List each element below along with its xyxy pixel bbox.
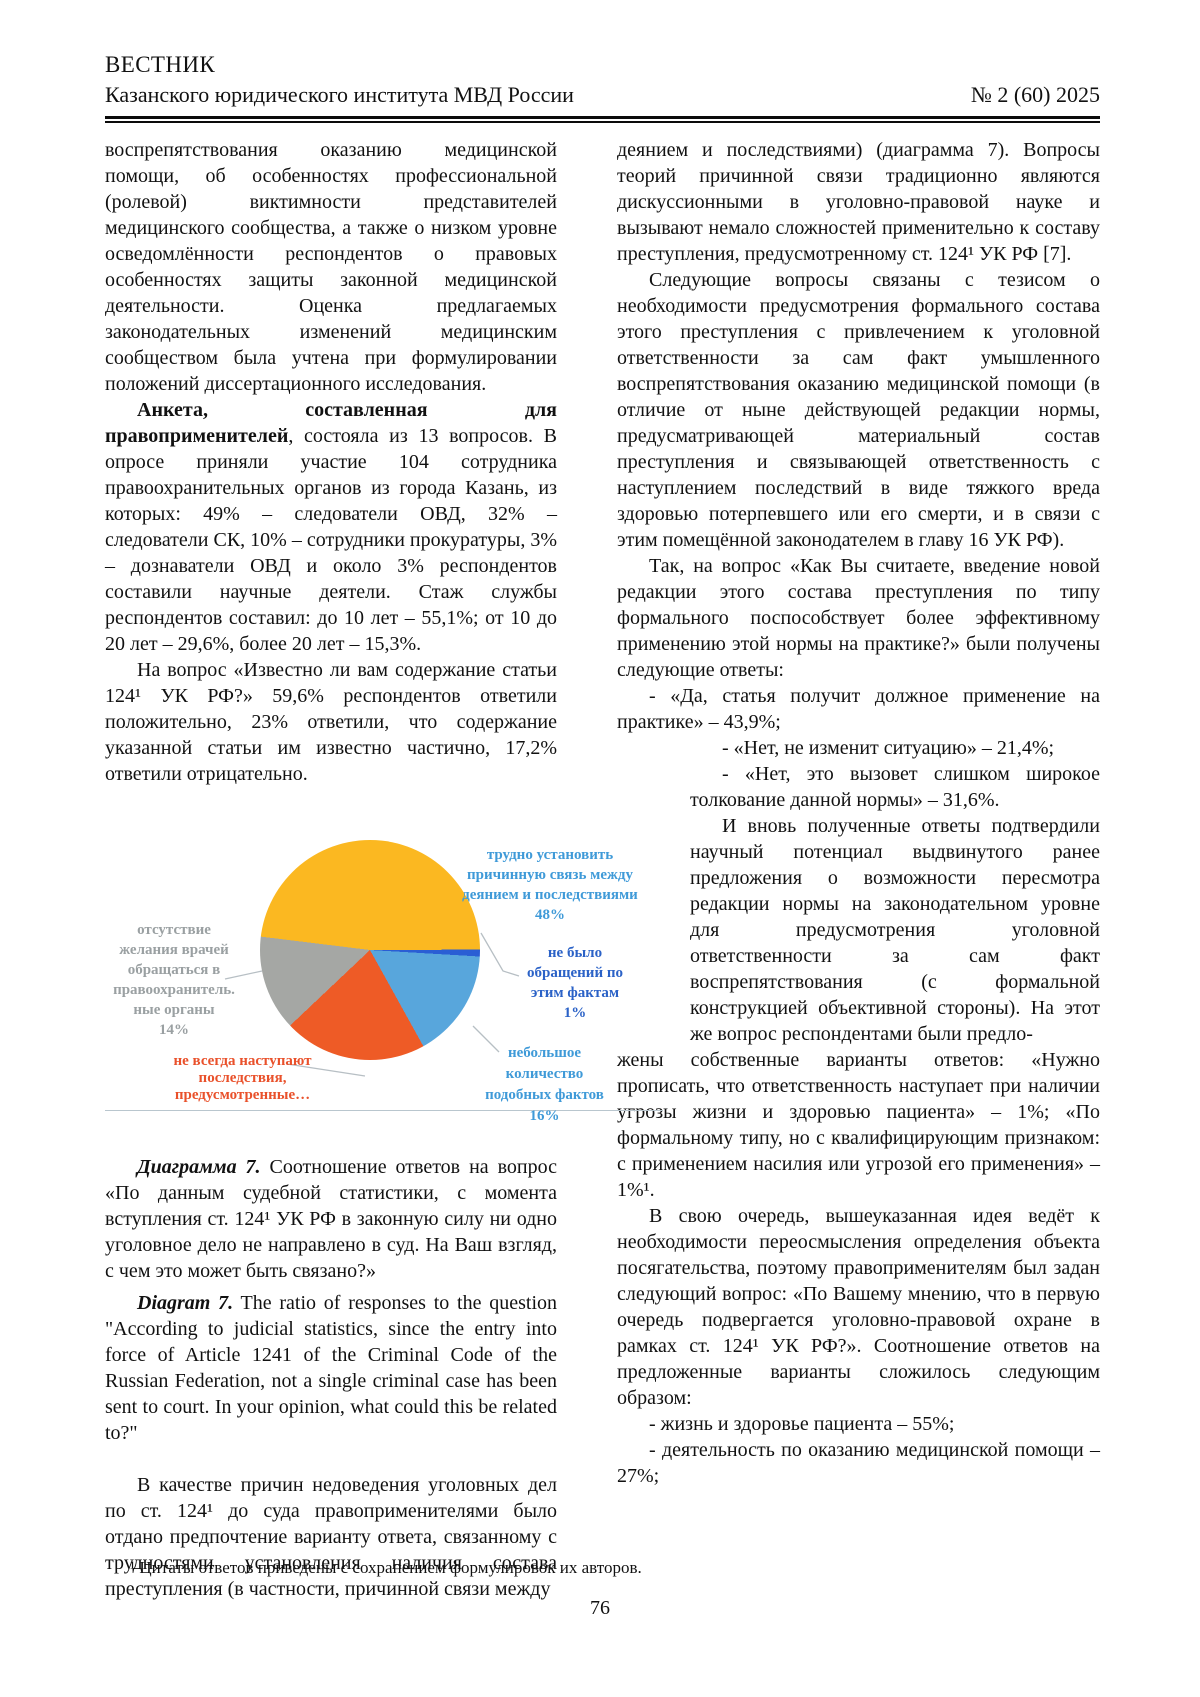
pie-label-few-facts: небольшое количество подобных фактов 16% [485,1045,604,1124]
journal-subtitle: Казанского юридического института МВД Ро… [105,82,574,107]
figure-caption-ru: Диаграмма 7. Соотношение ответов на вопр… [105,1154,557,1284]
paragraph: деянием и последствиями) (диаграмма 7). … [617,139,1100,265]
pie-figure: трудно установить причинную связь между … [105,793,665,1138]
caption-text-en: The ratio of responses to the question "… [105,1292,557,1444]
caption-label-en: Diagram 7. [137,1292,234,1314]
leader-lines [224,932,520,1077]
left-column: воспрепятствования оказанию медицинской … [105,137,663,1602]
paragraph: воспрепятствования оказанию медицинской … [105,139,557,395]
list-item: - «Нет, не изменит ситуацию» – 21,4%; [722,737,1055,759]
journal-title: ВЕСТНИК [105,52,216,77]
pie-label-hard-to-establish: трудно установить причинную связь между … [462,847,638,923]
pie-label-no-reports: не было обращений по этим фактам 1% [527,945,623,1021]
paragraph: Так, на вопрос «Как Вы считаете, введени… [617,555,1100,681]
list-item: - «Да, статья получит должное применение… [617,685,1100,733]
list-item: - деятельность по оказанию медицинской п… [617,1439,1100,1487]
caption-text-ru: Соотношение ответов на вопрос «По данным… [105,1156,557,1282]
footnote: ¹ Цитаты ответов приведены с сохранением… [130,1558,642,1577]
figure-bottom-rule [105,1110,663,1111]
figure-caption-en: Diagram 7. The ratio of responses to the… [105,1290,557,1446]
pie-label-doctors-unwilling: отсутствие желания врачей обращаться в п… [113,922,235,1038]
two-column-body: воспрепятствования оказанию медицинской … [105,137,1100,1602]
paragraph: В качестве причин недоведения уголовных … [105,1474,557,1600]
page-number: 76 [590,1597,610,1619]
paragraph: На вопрос «Известно ли вам содержание ст… [105,659,557,785]
paragraph: жены собственные варианты ответов: «Нужн… [617,1049,1100,1201]
paragraph-rest: , состояла из 13 вопросов. В опросе прин… [105,425,557,655]
caption-label-ru: Диаграмма 7. [137,1156,261,1178]
paragraph: И вновь полученные ответы подтвердили на… [690,815,1100,1045]
bold-lead: Анкета, составленная для правоприменител… [105,399,557,447]
figure-wrap-segment: - «Нет, не изменит ситуацию» – 21,4%; - … [690,735,1100,1047]
issue-number: № 2 (60) 2025 [970,82,1100,107]
right-column: деянием и последствиями) (диаграмма 7). … [617,137,1100,1602]
page-header: ВЕСТНИК Казанского юридического институт… [105,50,1100,110]
pie-label-no-consequences: не всегда наступают последствия, предусм… [173,1053,312,1103]
list-item: - «Нет, это вызовет слишком широкое толк… [690,763,1100,811]
pie-chart [260,840,480,1060]
list-item: - жизнь и здоровье пациента – 55%; [649,1413,955,1435]
header-rule [105,116,1100,123]
paragraph: Следующие вопросы связаны с тезисом о не… [617,269,1100,551]
paragraph: Анкета, составленная для правоприменител… [105,397,557,657]
paragraph: В свою очередь, вышеуказанная идея ведёт… [617,1205,1100,1409]
